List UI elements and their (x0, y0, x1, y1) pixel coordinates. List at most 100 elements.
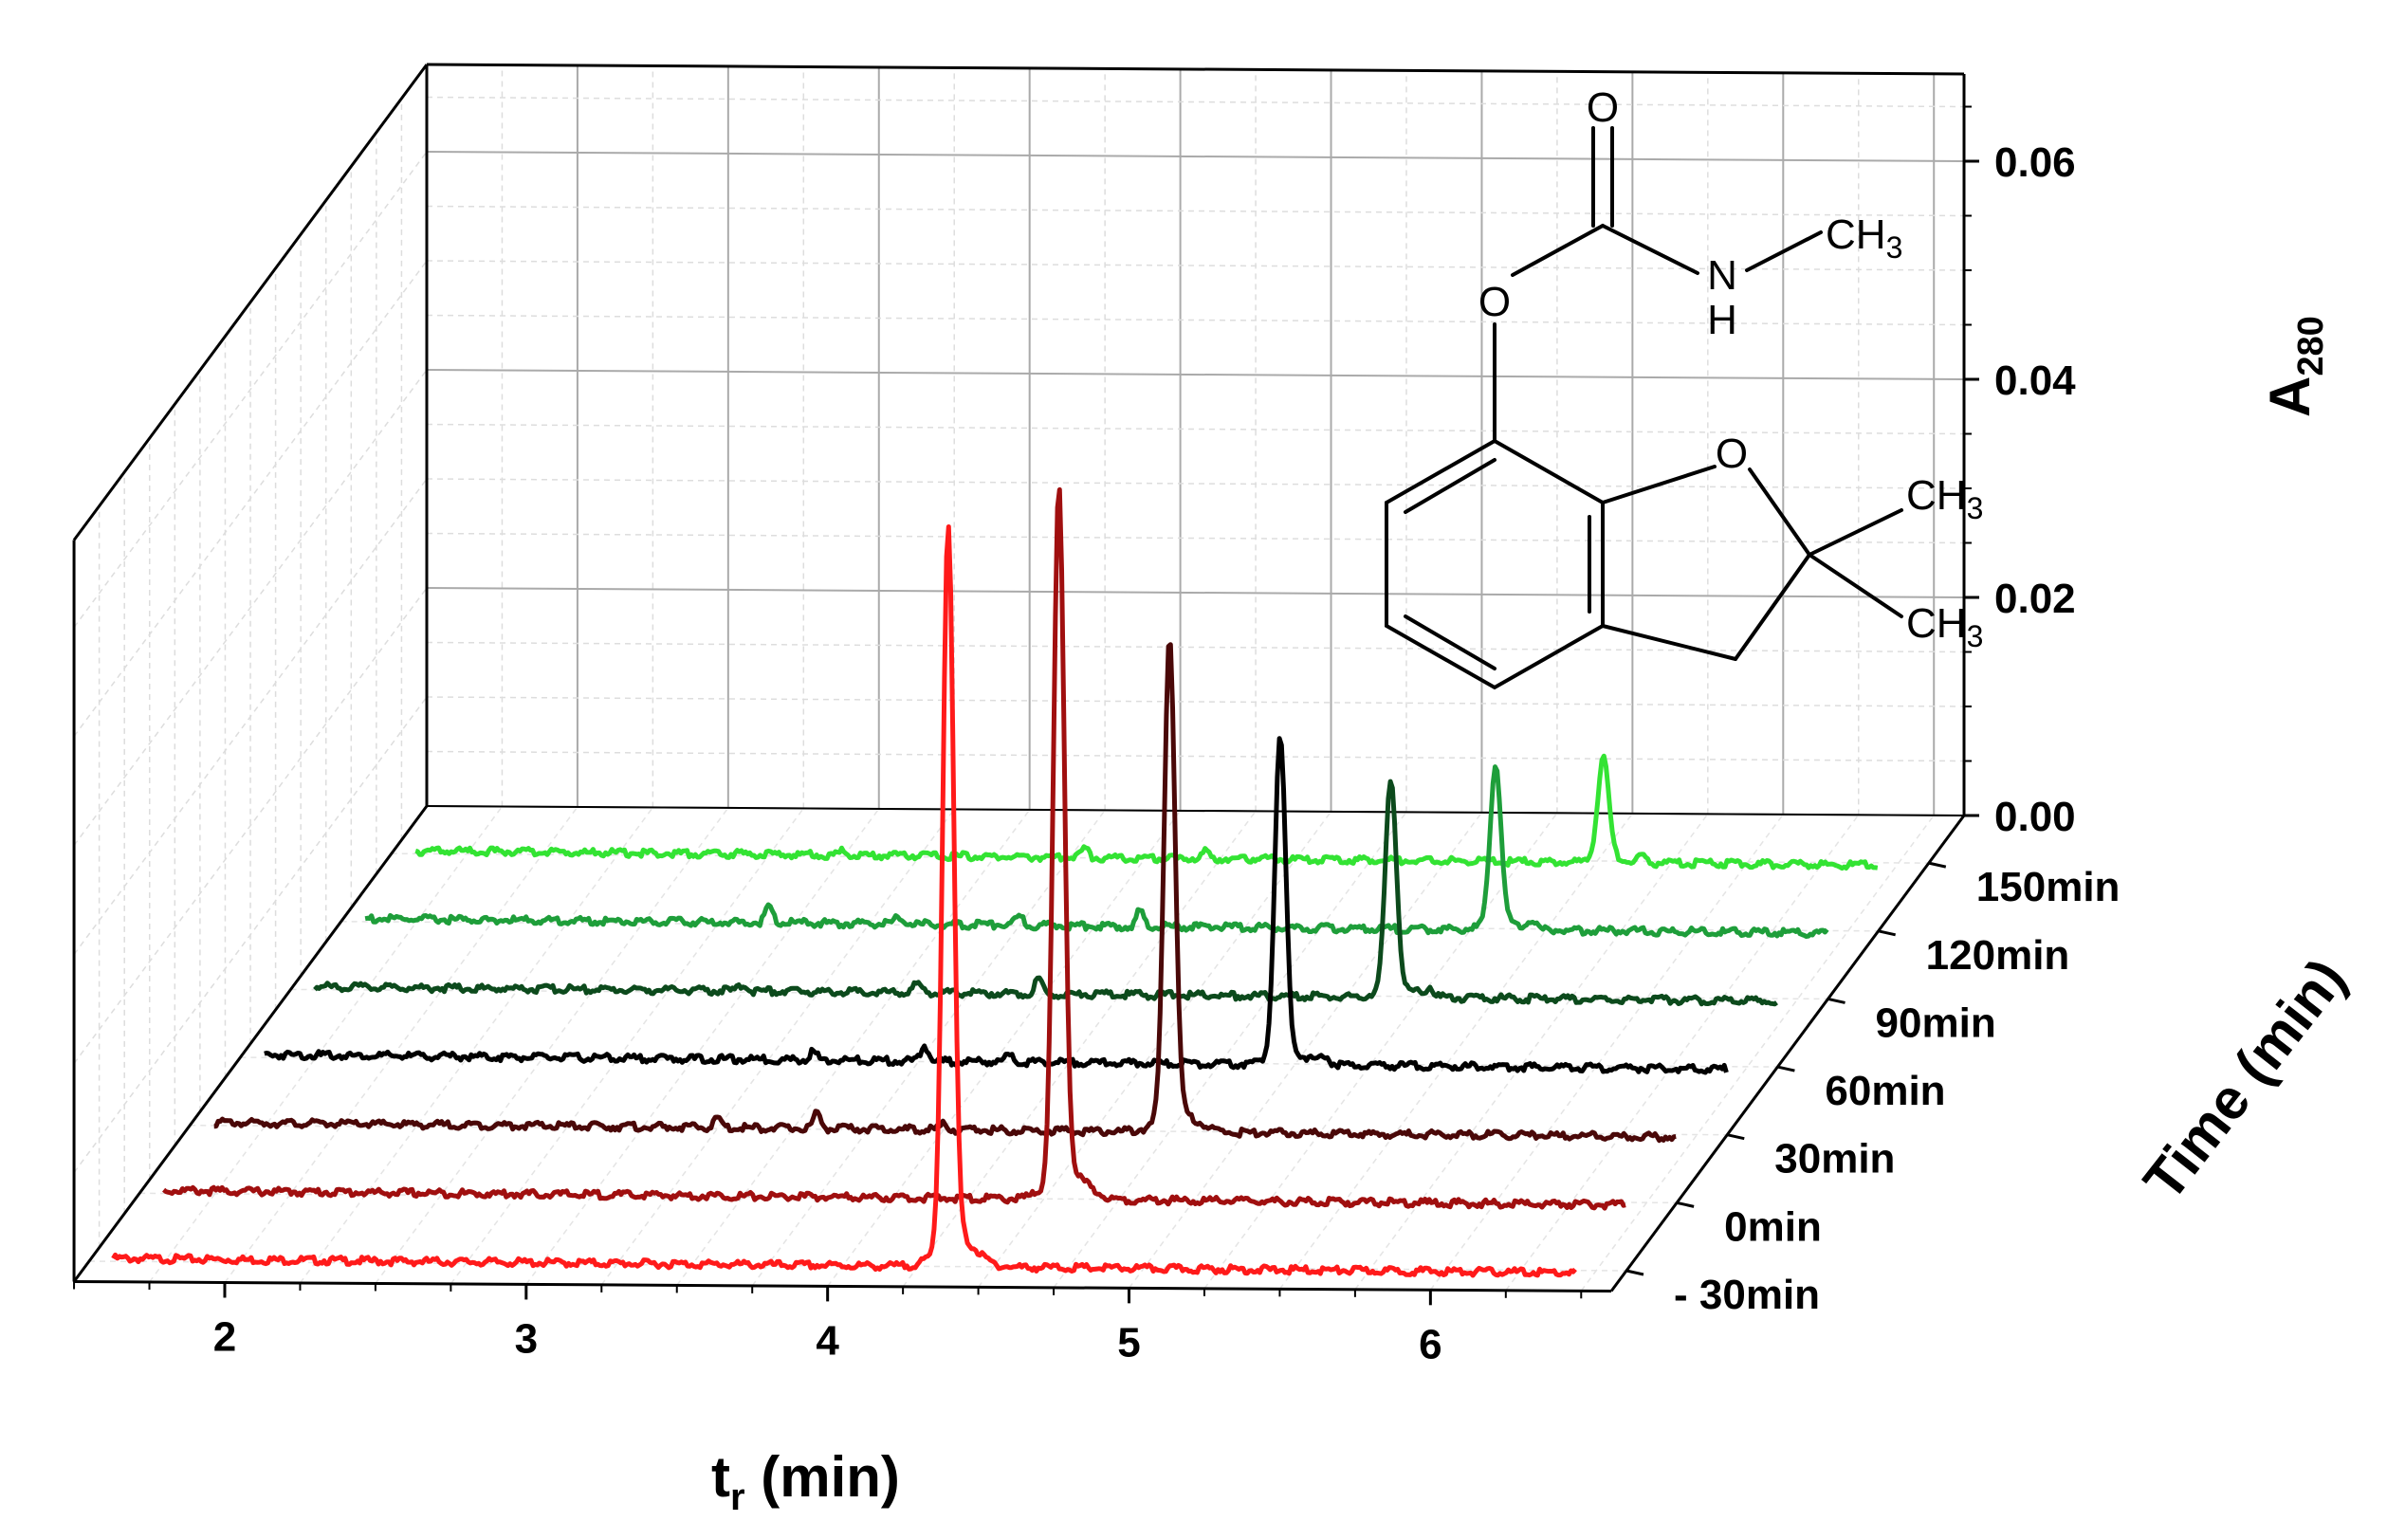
grid-line (73, 696, 428, 1173)
z-axis-title: A280 (2258, 316, 2331, 417)
x-tick-label: 3 (515, 1315, 538, 1362)
grid-line (1580, 815, 1935, 1292)
frame-edge (426, 63, 1965, 76)
grid-line (426, 369, 1965, 380)
time-axis-title: Time (min) (2131, 947, 2358, 1212)
grid-line (73, 260, 428, 737)
time-tick (1827, 997, 1845, 1004)
series-line-150min (414, 753, 1879, 871)
frame-edge (426, 805, 1965, 816)
nmethyl-bond (1745, 230, 1823, 272)
grid-line (751, 809, 1106, 1287)
grid-line (426, 641, 1965, 653)
grid-line (426, 478, 1965, 489)
atom-label: O (1716, 431, 1748, 477)
time-tick-label: 30min (1774, 1136, 1895, 1182)
ring-bond (1748, 468, 1811, 557)
x-tick-labels: 2 3 4 5 6 (213, 1313, 1442, 1367)
chart-frame (72, 63, 1979, 1306)
series-line-30min (111, 524, 1577, 1278)
grid-line (148, 806, 504, 1283)
methyl-bond (1808, 553, 1903, 618)
grid-line (827, 810, 1182, 1287)
series-line-60min (264, 736, 1729, 1075)
grid-line (1128, 812, 1483, 1289)
time-tick-label: 60min (1825, 1068, 1945, 1114)
grid-line (600, 808, 955, 1286)
grid-line (676, 809, 1031, 1286)
grid-line (73, 369, 428, 846)
grid-line (1053, 811, 1407, 1289)
atom-label: CH3 (1826, 211, 1902, 265)
grid-line (977, 811, 1332, 1288)
grid-line (224, 806, 578, 1283)
grid-line (426, 750, 1965, 762)
amide-bond (1601, 224, 1699, 275)
atom-label: CH3 (1906, 472, 1983, 525)
grid-line (73, 587, 428, 1064)
frame-edge (72, 805, 429, 1283)
grid-line (525, 808, 880, 1285)
grid-line (450, 808, 804, 1285)
atom-label: O (1478, 279, 1511, 325)
atom-label: H (1707, 297, 1737, 343)
x-tick-label: 4 (816, 1317, 839, 1364)
grid-line (299, 807, 653, 1284)
grid-line (375, 807, 729, 1284)
frame-edge (74, 1279, 1612, 1292)
grid-line (426, 587, 1965, 598)
x-tick-label: 2 (213, 1313, 236, 1360)
z-tick-label: 0.06 (1994, 139, 2076, 186)
time-tick-label: 90min (1876, 999, 1996, 1046)
x-tick-label: 5 (1117, 1319, 1140, 1366)
grid-line (1354, 813, 1709, 1291)
series-line-90min (313, 779, 1778, 1007)
ring-bond (1734, 553, 1811, 661)
series-line-30min (213, 642, 1677, 1144)
benzene-ring (1385, 439, 1605, 690)
time-tick (1878, 929, 1896, 937)
z-tick-labels: 0.00 0.02 0.04 0.06 (1994, 139, 2076, 840)
frame-edge (72, 64, 429, 541)
series-line-120min (364, 764, 1829, 939)
frame-edge (1609, 815, 1966, 1292)
grid-line (73, 478, 428, 955)
time-tick (1625, 1269, 1644, 1276)
grid-line (426, 151, 1965, 162)
time-tick-label: 0min (1724, 1203, 1822, 1250)
grid-line (1278, 813, 1633, 1290)
time-tick-label: - 30min (1674, 1272, 1820, 1318)
z-tick-label: 0.04 (1994, 358, 2076, 404)
time-tick (1676, 1201, 1695, 1208)
ring-bond (1601, 624, 1737, 661)
atom-label: N (1707, 252, 1737, 299)
series-traces (111, 486, 1879, 1278)
grid-line (1203, 812, 1558, 1290)
time-tick (1777, 1065, 1795, 1072)
x-tick-label: 6 (1419, 1321, 1441, 1367)
benzene-double-bond (1404, 458, 1496, 514)
time-tick (1726, 1133, 1745, 1141)
grid-line (1429, 814, 1784, 1291)
atom-label: O (1587, 84, 1619, 131)
series-line-0min (162, 486, 1626, 1211)
chart-grid (73, 64, 1965, 1292)
ester-bond (1511, 224, 1605, 277)
z-tick-label: 0.00 (1994, 794, 2076, 840)
benzene-double-bond (1404, 614, 1496, 670)
grid-line (426, 96, 1965, 108)
molecule-labels: O O N H O CH3 CH3 CH3 (1478, 84, 1983, 653)
time-tick-labels: - 30min 0min 30min 60min 90min 120min 15… (1674, 864, 2120, 1318)
grid-line (73, 151, 428, 628)
x-axis-title: tr (min) (711, 1445, 900, 1518)
z-tick-label: 0.02 (1994, 576, 2076, 622)
time-tick-label: 150min (1976, 864, 2121, 910)
grid-line (1505, 814, 1860, 1292)
atom-label: CH3 (1906, 600, 1983, 653)
grid-line (426, 532, 1965, 544)
time-tick (1928, 861, 1947, 869)
ring-bond (1601, 465, 1717, 504)
grid-line (426, 205, 1965, 217)
methyl-bond (1808, 508, 1903, 557)
